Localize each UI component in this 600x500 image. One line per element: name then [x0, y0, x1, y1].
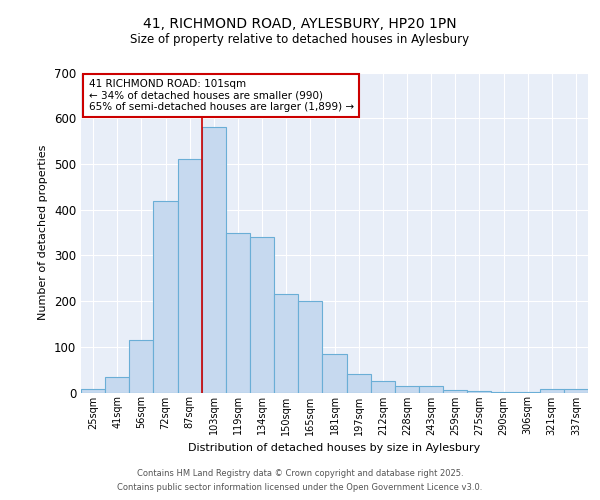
- Text: Contains public sector information licensed under the Open Government Licence v3: Contains public sector information licen…: [118, 484, 482, 492]
- Bar: [129, 340, 154, 392]
- Bar: [443, 390, 467, 392]
- Text: Size of property relative to detached houses in Aylesbury: Size of property relative to detached ho…: [130, 32, 470, 46]
- Bar: [202, 128, 226, 392]
- Bar: [467, 391, 491, 392]
- Bar: [226, 232, 250, 392]
- Bar: [178, 160, 202, 392]
- Text: Contains HM Land Registry data © Crown copyright and database right 2025.: Contains HM Land Registry data © Crown c…: [137, 468, 463, 477]
- Bar: [564, 389, 588, 392]
- Bar: [347, 374, 371, 392]
- Bar: [105, 376, 129, 392]
- Bar: [371, 381, 395, 392]
- Bar: [419, 386, 443, 392]
- Bar: [540, 390, 564, 392]
- Bar: [274, 294, 298, 392]
- Bar: [298, 301, 322, 392]
- Bar: [250, 237, 274, 392]
- X-axis label: Distribution of detached houses by size in Aylesbury: Distribution of detached houses by size …: [188, 443, 481, 453]
- Bar: [322, 354, 347, 393]
- Bar: [154, 200, 178, 392]
- Bar: [395, 386, 419, 392]
- Bar: [81, 389, 105, 392]
- Y-axis label: Number of detached properties: Number of detached properties: [38, 145, 49, 320]
- Text: 41, RICHMOND ROAD, AYLESBURY, HP20 1PN: 41, RICHMOND ROAD, AYLESBURY, HP20 1PN: [143, 18, 457, 32]
- Text: 41 RICHMOND ROAD: 101sqm
← 34% of detached houses are smaller (990)
65% of semi-: 41 RICHMOND ROAD: 101sqm ← 34% of detach…: [89, 79, 354, 112]
